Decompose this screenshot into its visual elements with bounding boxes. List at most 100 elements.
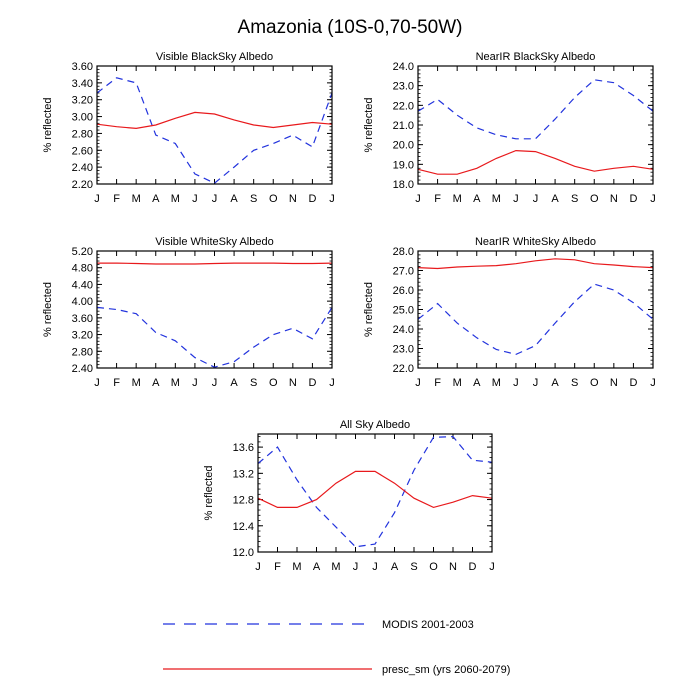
x-tick-label: J (353, 561, 359, 573)
y-tick-label: 2.80 (72, 346, 93, 358)
x-tick-label: J (94, 377, 100, 389)
series-line-modis (96, 77, 333, 184)
y-tick-label: 12.4 (233, 521, 254, 533)
y-tick-label: 3.60 (72, 313, 93, 325)
y-tick-label: 28.0 (393, 246, 414, 258)
x-tick-label: N (449, 561, 457, 573)
y-tick-label: 13.6 (233, 442, 254, 454)
x-tick-label: N (289, 377, 297, 389)
x-tick-label: S (250, 193, 257, 205)
y-tick-label: 24.0 (393, 324, 414, 336)
panel-3: Visible WhiteSky Albedo 2.40 2.80 3.20 3.60 4… (42, 236, 335, 389)
x-tick-label: J (415, 193, 421, 205)
x-tick-label: F (274, 561, 281, 573)
x-tick-label: J (192, 193, 198, 205)
y-tick-label: 3.60 (72, 61, 93, 73)
y-tick-label: 21.0 (393, 120, 414, 132)
series-line-modis (417, 283, 654, 356)
series-line-modis (96, 306, 333, 368)
x-tick-label: M (292, 561, 301, 573)
y-tick-label: 20.0 (393, 140, 414, 152)
y-axis-label: % reflected (203, 465, 215, 520)
x-tick-label: A (551, 377, 559, 389)
x-tick-label: D (308, 377, 316, 389)
x-tick-label: J (513, 193, 519, 205)
y-tick-label: 27.0 (393, 266, 414, 278)
y-tick-label: 2.40 (72, 162, 93, 174)
y-tick-label: 13.2 (233, 468, 254, 480)
y-tick-label: 25.0 (393, 305, 414, 317)
y-tick-label: 23.0 (393, 81, 414, 93)
series-line-presc-sm (417, 258, 654, 270)
x-tick-label: A (391, 561, 399, 573)
figure-title: Amazonia (10S-0,70-50W) (238, 17, 463, 38)
x-tick-label: M (453, 377, 462, 389)
x-tick-label: J (329, 377, 335, 389)
x-tick-label: F (434, 377, 441, 389)
plot-frame (96, 250, 333, 369)
x-tick-label: M (492, 377, 501, 389)
y-tick-label: 2.80 (72, 128, 93, 140)
x-tick-label: D (629, 193, 637, 205)
x-tick-label: D (629, 377, 637, 389)
y-tick-label: 3.00 (72, 112, 93, 124)
y-axis-label: % reflected (363, 282, 375, 337)
y-tick-label: 2.20 (72, 179, 93, 191)
series-line-modis (257, 435, 493, 548)
panel-title: All Sky Albedo (340, 419, 410, 431)
y-tick-label: 22.0 (393, 363, 414, 375)
x-tick-label: J (329, 193, 335, 205)
legend-label: presc_sm (yrs 2060-2079) (382, 664, 510, 676)
series-line-presc-sm (257, 470, 493, 509)
x-tick-label: J (650, 193, 656, 205)
plot-frame (257, 433, 493, 553)
x-tick-label: S (410, 561, 417, 573)
x-tick-label: D (308, 193, 316, 205)
panels: Visible BlackSky Albedo 2.20 2.40 2.60 2.80 3… (42, 51, 656, 573)
y-tick-label: 19.0 (393, 159, 414, 171)
y-tick-label: 3.20 (72, 95, 93, 107)
plot-frame (417, 65, 654, 185)
x-tick-label: M (171, 193, 180, 205)
x-tick-label: D (469, 561, 477, 573)
x-tick-label: F (113, 377, 120, 389)
x-tick-label: J (255, 561, 261, 573)
y-tick-label: 24.0 (393, 61, 414, 73)
x-tick-label: M (492, 193, 501, 205)
x-tick-label: A (230, 377, 238, 389)
panel-2: NearIR BlackSky Albedo 18.0 19.0 20.0 21.0 22… (363, 51, 656, 205)
x-tick-label: O (269, 193, 278, 205)
x-tick-label: J (372, 561, 378, 573)
panel-4: NearIR WhiteSky Albedo 22.0 23.0 24.0 25.0 26… (363, 236, 656, 389)
y-tick-label: 26.0 (393, 285, 414, 297)
y-tick-label: 22.0 (393, 100, 414, 112)
x-tick-label: M (453, 193, 462, 205)
series-line-modis (417, 79, 654, 140)
x-tick-label: S (571, 377, 578, 389)
legend: MODIS 2001-2003 presc_sm (yrs 2060-2079) (163, 619, 510, 676)
y-tick-label: 3.20 (72, 330, 93, 342)
y-tick-label: 4.80 (72, 263, 93, 275)
x-tick-label: O (429, 561, 438, 573)
x-tick-label: A (230, 193, 238, 205)
x-tick-label: J (650, 377, 656, 389)
panel-title: NearIR WhiteSky Albedo (475, 236, 596, 248)
x-tick-label: N (610, 193, 618, 205)
x-tick-label: S (250, 377, 257, 389)
y-tick-label: 12.0 (233, 547, 254, 559)
y-tick-label: 4.40 (72, 279, 93, 291)
x-tick-label: S (571, 193, 578, 205)
x-tick-label: J (513, 377, 519, 389)
y-tick-label: 18.0 (393, 179, 414, 191)
x-tick-label: F (113, 193, 120, 205)
panel-1: Visible BlackSky Albedo 2.20 2.40 2.60 2.80 3… (42, 51, 335, 205)
x-tick-label: A (313, 561, 321, 573)
y-tick-label: 23.0 (393, 344, 414, 356)
y-tick-label: 2.40 (72, 363, 93, 375)
y-tick-label: 5.20 (72, 246, 93, 258)
plot-frame (417, 250, 654, 369)
x-tick-label: N (610, 377, 618, 389)
y-tick-label: 4.00 (72, 296, 93, 308)
x-tick-label: N (289, 193, 297, 205)
